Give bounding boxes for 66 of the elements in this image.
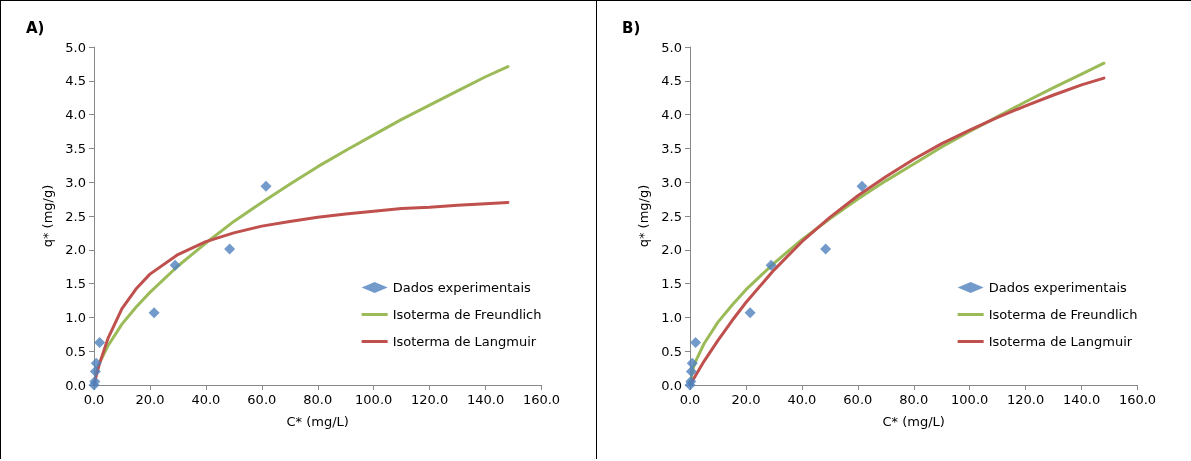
- point: [744, 307, 756, 319]
- x-tick-label: 0.0: [679, 392, 700, 407]
- point: [224, 243, 236, 255]
- y-tick-label: 0.0: [660, 377, 682, 393]
- point: [689, 336, 701, 348]
- y-tick-label: 1.0: [65, 309, 86, 325]
- x-tick-label: 120.0: [1006, 392, 1044, 407]
- x-tick-label: 140.0: [466, 392, 505, 407]
- y-tick-label: 0.5: [65, 343, 86, 359]
- legend-label: Dados experimentais: [392, 280, 531, 295]
- y-tick-label: 4.0: [65, 107, 86, 123]
- x-tick-label: 100.0: [355, 392, 393, 407]
- y-tick-label: 4.0: [660, 107, 682, 123]
- x-tick-label: 0.0: [83, 392, 105, 407]
- y-axis-title: q* (mg/g): [635, 184, 651, 248]
- x-tick-label: 60.0: [247, 392, 277, 407]
- chart-title: A): [26, 18, 45, 37]
- point: [856, 180, 868, 192]
- y-tick-label: 2.0: [65, 242, 86, 258]
- y-tick-label: 1.0: [660, 309, 682, 325]
- x-tick-label: 80.0: [303, 392, 333, 407]
- y-axis-title: q* (mg/g): [40, 184, 56, 248]
- x-tick-label: 20.0: [135, 392, 165, 407]
- chart-title: B): [621, 18, 640, 37]
- y-tick-label: 4.5: [65, 73, 86, 89]
- x-tick-label: 100.0: [950, 392, 988, 407]
- y-tick-label: 0.0: [65, 377, 86, 393]
- x-axis-title: C* (mg/L): [286, 414, 349, 429]
- legend-label: Isoterma de Langmuir: [392, 334, 537, 349]
- point: [765, 259, 777, 271]
- y-tick-label: 3.5: [660, 140, 682, 156]
- legend-label: Isoterma de Freundlich: [988, 307, 1138, 322]
- legend-label: Dados experimentais: [988, 280, 1127, 295]
- y-tick-label: 3.0: [660, 174, 682, 190]
- y-tick-label: 2.0: [660, 242, 682, 258]
- y-tick-label: 2.5: [65, 208, 86, 224]
- y-tick-label: 3.0: [65, 174, 86, 190]
- y-tick-label: 1.5: [65, 276, 86, 292]
- y-tick-label: 0.5: [660, 343, 682, 359]
- x-tick-label: 160.0: [522, 392, 561, 407]
- y-tick-label: 3.5: [65, 140, 86, 156]
- y-tick-label: 5.0: [65, 39, 86, 55]
- x-tick-label: 20.0: [730, 392, 760, 407]
- y-tick-label: 4.5: [660, 73, 682, 89]
- x-axis-title: C* (mg/L): [882, 414, 945, 429]
- x-tick-label: 140.0: [1062, 392, 1100, 407]
- x-tick-label: 120.0: [411, 392, 449, 407]
- x-tick-label: 160.0: [1118, 392, 1156, 407]
- point: [260, 180, 272, 192]
- point: [89, 365, 101, 377]
- point: [686, 357, 698, 369]
- point: [685, 365, 697, 377]
- point: [94, 336, 106, 348]
- y-tick-label: 1.5: [660, 276, 682, 292]
- point: [819, 243, 831, 255]
- x-tick-label: 40.0: [786, 392, 816, 407]
- legend-label: Isoterma de Freundlich: [392, 307, 542, 322]
- point: [148, 307, 160, 319]
- x-tick-label: 80.0: [898, 392, 928, 407]
- y-tick-label: 5.0: [660, 39, 682, 55]
- x-tick-label: 40.0: [191, 392, 221, 407]
- point: [90, 357, 102, 369]
- point: [169, 259, 181, 271]
- legend-label: Isoterma de Langmuir: [988, 334, 1133, 349]
- x-tick-label: 60.0: [842, 392, 872, 407]
- y-tick-label: 2.5: [660, 208, 682, 224]
